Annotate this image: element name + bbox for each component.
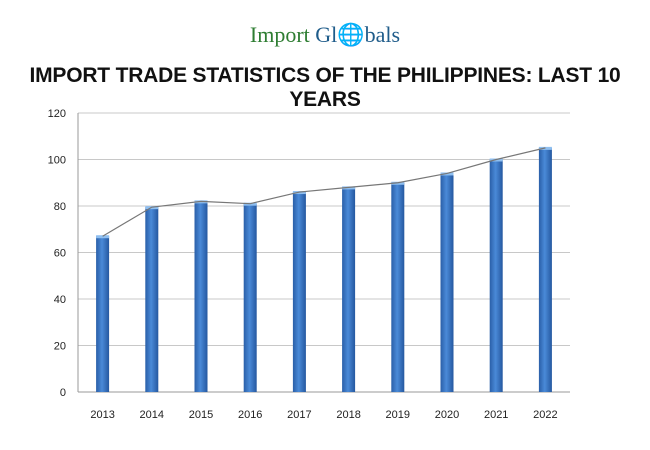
x-tick-label: 2020 <box>435 409 459 421</box>
bar-2018 <box>342 187 356 392</box>
globe-icon: 🌐 <box>337 22 365 47</box>
import-globals-logo: Import Gl🌐bals <box>249 22 401 47</box>
y-tick-label: 0 <box>60 387 66 399</box>
bar-2014 <box>145 207 159 392</box>
y-tick-label: 60 <box>54 248 66 260</box>
x-tick-label: 2021 <box>484 409 508 421</box>
y-tick-label: 120 <box>48 108 66 120</box>
bar-2022 <box>538 147 552 392</box>
bar-2015 <box>194 201 208 392</box>
bar-2020 <box>440 173 454 392</box>
bar-top-2013 <box>96 235 110 239</box>
x-tick-label: 2017 <box>287 409 311 421</box>
x-tick-label: 2018 <box>336 409 360 421</box>
bar-2019 <box>391 182 405 392</box>
y-tick-label: 100 <box>48 155 66 167</box>
x-tick-label: 2019 <box>386 409 410 421</box>
bar-2017 <box>292 192 306 392</box>
y-tick-label: 40 <box>54 294 66 306</box>
trend-line <box>102 147 546 237</box>
y-tick-label: 80 <box>54 201 66 213</box>
x-tick-label: 2014 <box>140 409 164 421</box>
bar-2016 <box>243 203 257 392</box>
chart-title: IMPORT TRADE STATISTICS OF THE PHILIPPIN… <box>29 64 621 111</box>
bar-2013 <box>96 236 110 392</box>
x-tick-label: 2013 <box>90 409 114 421</box>
x-tick-label: 2022 <box>533 409 557 421</box>
bar-2021 <box>489 159 503 392</box>
y-tick-label: 20 <box>54 341 66 353</box>
x-tick-label: 2015 <box>189 409 213 421</box>
x-tick-label: 2016 <box>238 409 262 421</box>
